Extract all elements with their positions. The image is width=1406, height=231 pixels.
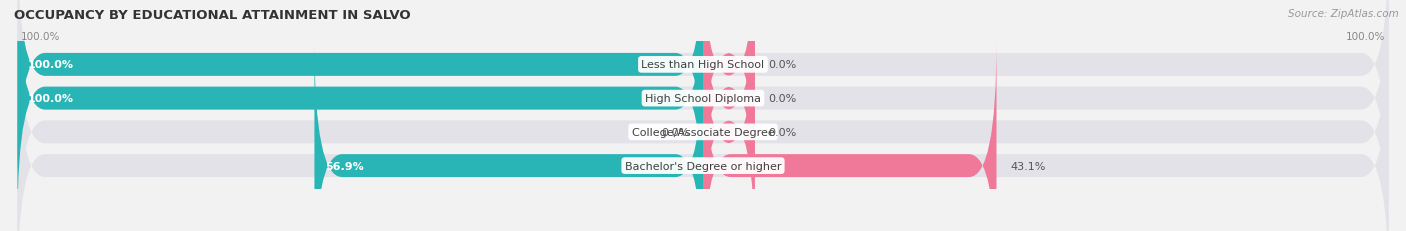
FancyBboxPatch shape [703,43,997,231]
FancyBboxPatch shape [703,9,755,231]
Text: 100.0%: 100.0% [21,32,60,42]
Text: College/Associate Degree: College/Associate Degree [631,127,775,137]
Text: 100.0%: 100.0% [1346,32,1385,42]
Text: Less than High School: Less than High School [641,60,765,70]
Text: 56.9%: 56.9% [325,161,364,171]
FancyBboxPatch shape [703,0,755,188]
FancyBboxPatch shape [17,0,703,222]
FancyBboxPatch shape [315,43,703,231]
FancyBboxPatch shape [17,0,1389,222]
Text: 100.0%: 100.0% [28,60,75,70]
Text: OCCUPANCY BY EDUCATIONAL ATTAINMENT IN SALVO: OCCUPANCY BY EDUCATIONAL ATTAINMENT IN S… [14,9,411,22]
FancyBboxPatch shape [17,9,1389,231]
FancyBboxPatch shape [17,43,1389,231]
Text: High School Diploma: High School Diploma [645,94,761,104]
Text: 0.0%: 0.0% [661,127,689,137]
Text: 0.0%: 0.0% [769,60,797,70]
Text: 0.0%: 0.0% [769,127,797,137]
Text: Source: ZipAtlas.com: Source: ZipAtlas.com [1288,9,1399,19]
FancyBboxPatch shape [17,0,703,188]
Text: 100.0%: 100.0% [28,94,75,104]
Text: 43.1%: 43.1% [1011,161,1046,171]
FancyBboxPatch shape [703,0,755,222]
Text: Bachelor's Degree or higher: Bachelor's Degree or higher [624,161,782,171]
FancyBboxPatch shape [17,0,1389,188]
Text: 0.0%: 0.0% [769,94,797,104]
